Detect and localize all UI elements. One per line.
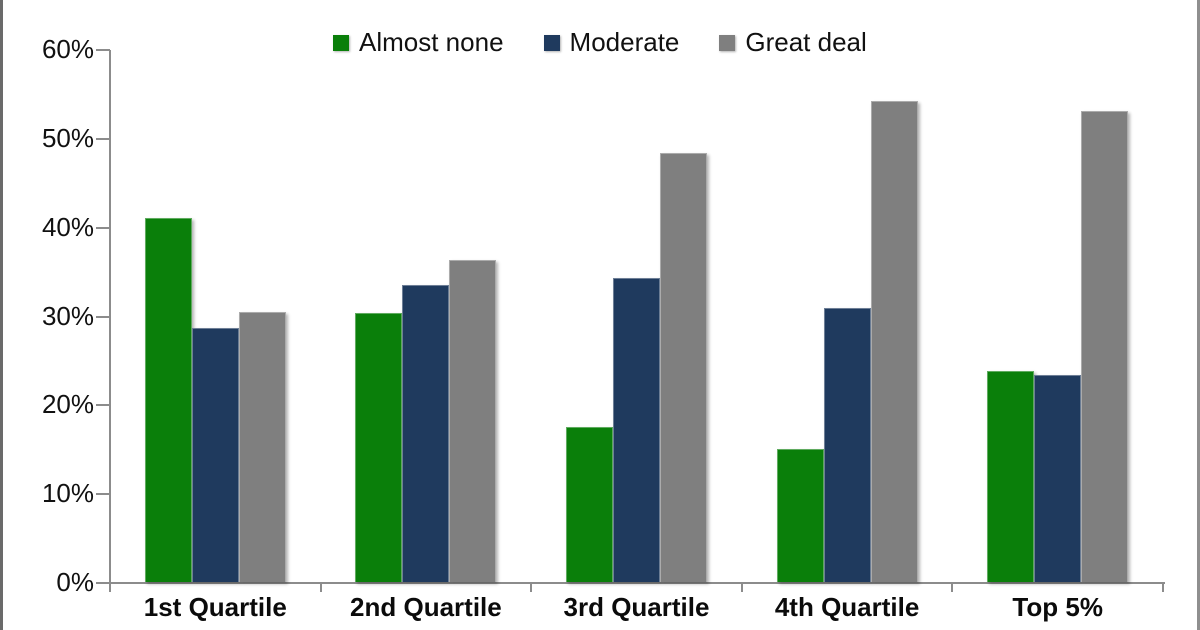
bar-moderate — [191, 327, 239, 582]
bar-almost-none — [987, 371, 1035, 582]
x-category-label: 2nd Quartile — [350, 592, 502, 622]
x-tick-mark — [951, 582, 954, 592]
legend-item-almost-none: Almost none — [333, 27, 504, 58]
bar-group-top-5- — [952, 50, 1163, 582]
legend-item-great-deal: Great deal — [719, 27, 867, 58]
bar-moderate — [402, 285, 450, 582]
y-tick-mark — [96, 49, 110, 51]
frame-border-right — [1197, 0, 1200, 630]
y-tick-mark — [96, 404, 110, 407]
bar-great-deal — [659, 152, 707, 582]
y-tick-label: 10% — [41, 478, 94, 509]
bar-group-3rd-quartile — [531, 50, 742, 582]
legend-item-moderate: Moderate — [543, 27, 680, 58]
legend-label: Great deal — [745, 27, 867, 57]
y-tick-mark — [96, 315, 110, 318]
y-tick-mark — [96, 582, 110, 584]
legend-swatch-icon — [719, 34, 736, 51]
bar-group-4th-quartile — [742, 50, 953, 582]
y-axis-line — [109, 50, 111, 584]
y-tick-label: 50% — [41, 122, 94, 153]
x-category-label: 4th Quartile — [774, 592, 920, 622]
bar-almost-none — [565, 426, 613, 582]
bar-almost-none — [355, 312, 403, 582]
bar-moderate — [1034, 375, 1082, 582]
x-category-label: 1st Quartile — [143, 592, 287, 622]
y-tick-mark — [96, 137, 110, 140]
legend-swatch-icon — [543, 34, 560, 51]
y-tick-label: 20% — [41, 389, 94, 420]
frame-border-left — [0, 0, 3, 630]
y-tick-mark — [96, 226, 110, 229]
bar-great-deal — [449, 259, 497, 582]
x-tick-mark — [740, 582, 743, 592]
bar-moderate — [823, 307, 871, 582]
x-category-label: Top 5% — [1012, 592, 1103, 622]
x-tick-mark — [1162, 582, 1164, 592]
legend-label: Moderate — [569, 27, 680, 57]
y-tick-label: 0% — [56, 567, 94, 597]
bar-group-2nd-quartile — [321, 50, 532, 582]
bar-almost-none — [144, 217, 192, 582]
bar-moderate — [612, 278, 660, 582]
legend-swatch-icon — [333, 34, 349, 51]
x-tick-mark — [530, 582, 533, 592]
legend-label: Almost none — [359, 27, 504, 57]
bar-great-deal — [238, 311, 286, 582]
y-tick-mark — [96, 493, 110, 496]
x-tick-mark — [319, 582, 322, 592]
y-tick-label: 30% — [41, 300, 94, 331]
y-tick-label: 40% — [41, 211, 94, 242]
bar-great-deal — [1081, 111, 1129, 582]
bar-great-deal — [870, 101, 918, 582]
bar-group-1st-quartile — [110, 50, 321, 582]
x-axis-line — [109, 582, 1165, 584]
y-tick-label: 60% — [41, 34, 94, 64]
x-tick-mark — [109, 582, 111, 592]
x-category-label: 3rd Quartile — [563, 592, 710, 622]
bar-almost-none — [776, 448, 824, 582]
chart-legend: Almost none Moderate Great deal — [333, 27, 867, 58]
